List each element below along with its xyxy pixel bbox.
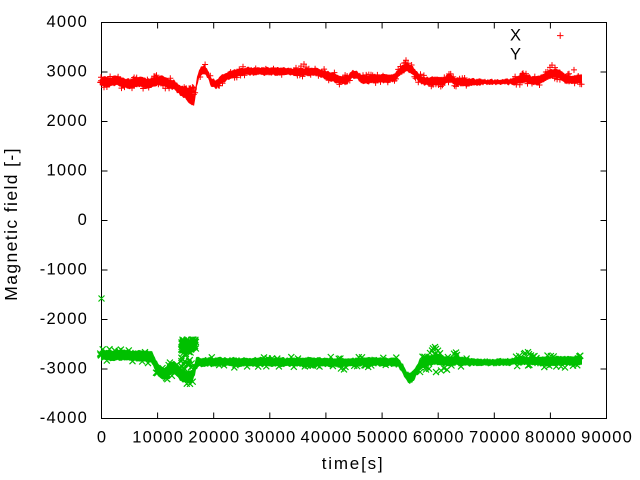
svg-text:Y: Y [510,45,521,63]
svg-text:-4000: -4000 [40,409,88,427]
svg-text:-2000: -2000 [40,310,88,328]
svg-text:0: 0 [97,429,107,447]
svg-text:X: X [510,27,521,45]
svg-text:3000: 3000 [46,62,88,80]
svg-text:4000: 4000 [46,13,88,31]
svg-text:40000: 40000 [301,429,353,447]
svg-text:20000: 20000 [188,429,240,447]
svg-text:time[s]: time[s] [322,454,385,473]
svg-text:1000: 1000 [46,161,88,179]
svg-text:90000: 90000 [581,429,633,447]
svg-text:-3000: -3000 [40,359,88,377]
svg-text:60000: 60000 [413,429,465,447]
svg-text:70000: 70000 [469,429,521,447]
svg-text:10000: 10000 [132,429,184,447]
svg-text:0: 0 [78,211,88,229]
svg-text:50000: 50000 [357,429,409,447]
svg-text:-1000: -1000 [40,260,88,278]
svg-text:80000: 80000 [525,429,577,447]
svg-text:2000: 2000 [46,112,88,130]
svg-text:Magnetic field [-]: Magnetic field [-] [1,147,21,301]
svg-text:30000: 30000 [244,429,296,447]
